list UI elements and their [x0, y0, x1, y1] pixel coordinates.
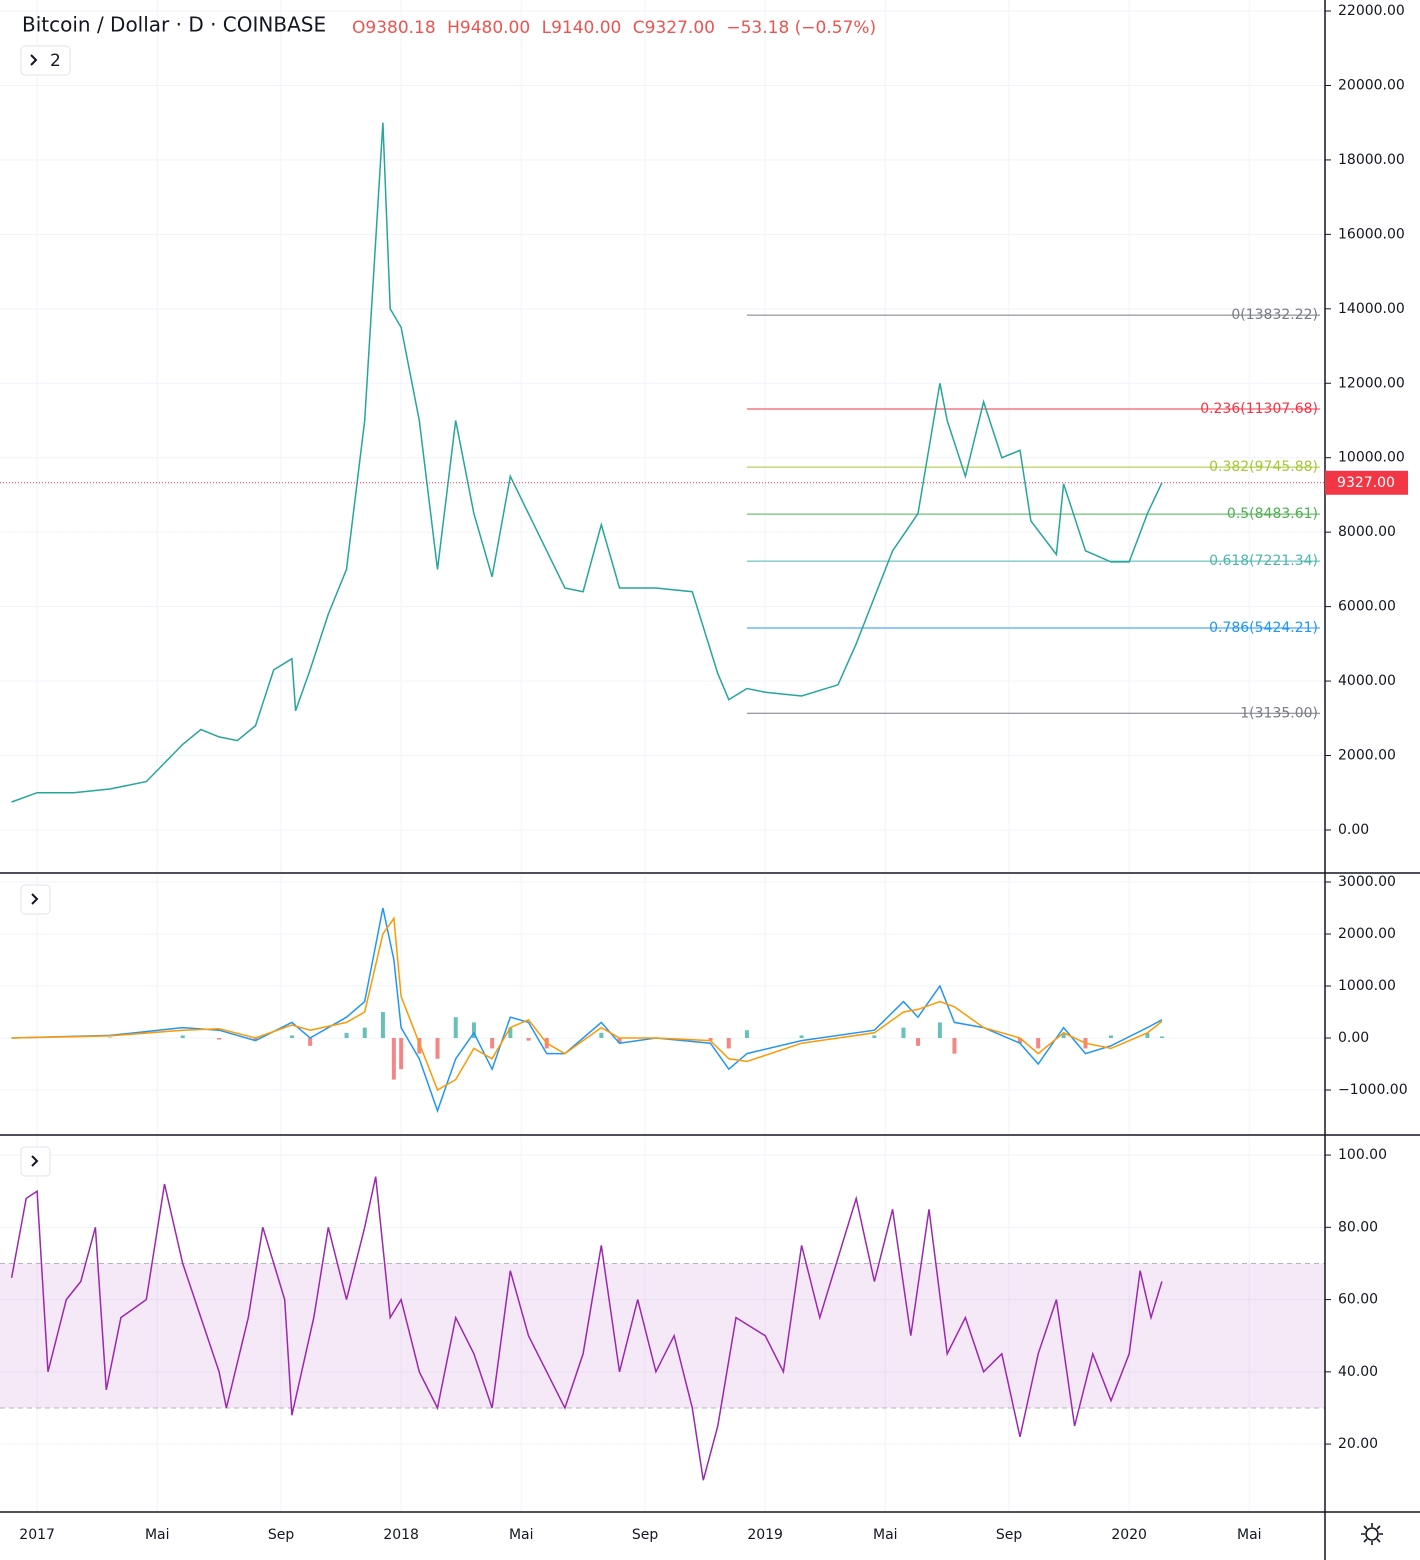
macd-histogram-bar — [901, 1027, 906, 1039]
ohlc: O9380.18 H9480.00 L9140.00 C9327.00 −53.… — [352, 18, 876, 38]
y-tick-label: 10000.00 — [1338, 450, 1405, 466]
indicator-count: 2 — [50, 51, 61, 71]
macd-histogram-bar — [435, 1038, 440, 1059]
macd-histogram-bar — [799, 1035, 804, 1039]
y-tick-label: 18000.00 — [1338, 152, 1405, 168]
macd-histogram-bar — [726, 1038, 731, 1049]
y-tick-label: 6000.00 — [1338, 599, 1396, 615]
macd-histogram-bar — [344, 1032, 349, 1039]
macd-histogram-bar — [490, 1038, 495, 1049]
y-tick-label: 0.00 — [1338, 822, 1369, 838]
fib-label: 0.382(9745.88) — [1209, 459, 1318, 475]
series-line — [11, 122, 1163, 803]
series-line — [10, 1176, 1163, 1481]
grid — [0, 0, 1325, 1512]
macd-histogram-bar — [952, 1038, 957, 1054]
y-tick-label: 40.00 — [1338, 1364, 1378, 1380]
macd-histogram-bar — [744, 1030, 749, 1039]
y-tick-label: 3000.00 — [1338, 874, 1396, 890]
macd-histogram-bar — [417, 1038, 422, 1054]
macd-histogram-bar — [180, 1035, 185, 1039]
macd-histogram-bar — [289, 1035, 294, 1039]
macd-histogram-bar — [1036, 1038, 1041, 1049]
macd-histogram-bar — [1061, 1032, 1066, 1039]
y-tick-label: 20.00 — [1338, 1436, 1378, 1452]
last-price-tag — [1325, 470, 1408, 495]
y-tick-label: 14000.00 — [1338, 301, 1405, 317]
macd-histogram-bar — [916, 1038, 921, 1046]
last-price-label: 9327.00 — [1337, 475, 1395, 491]
x-tick-label: Mai — [145, 1527, 170, 1543]
fib-label: 0.236(11307.68) — [1200, 401, 1318, 417]
low: L9140.00 — [542, 18, 622, 38]
macd-histogram-bar — [1145, 1032, 1150, 1039]
y-tick-label: 20000.00 — [1338, 77, 1405, 93]
macd-histogram-bar — [708, 1038, 713, 1041]
macd-histogram-bar — [453, 1017, 458, 1039]
y-tick-label: 100.00 — [1338, 1147, 1387, 1163]
settings-button[interactable] — [1361, 1523, 1383, 1545]
macd-histogram-bar — [1017, 1038, 1022, 1044]
rsi-band — [0, 1263, 1325, 1408]
x-tick-label: 2019 — [747, 1527, 783, 1543]
fib-label: 0.618(7221.34) — [1209, 553, 1318, 569]
macd-histogram-bar — [508, 1027, 513, 1039]
macd-histogram-bar — [217, 1038, 222, 1040]
macd-histogram-bar — [107, 1037, 112, 1039]
macd-histogram-bar — [1108, 1035, 1113, 1039]
x-tick-label: Sep — [268, 1527, 295, 1543]
fib-label: 0(13832.22) — [1231, 307, 1318, 323]
y-tick-label: 2000.00 — [1338, 748, 1396, 764]
x-tick-label: Sep — [632, 1527, 659, 1543]
y-tick-label: 16000.00 — [1338, 226, 1405, 242]
high: H9480.00 — [447, 18, 530, 38]
macd-histogram-bar — [362, 1027, 367, 1039]
y-tick-label: 80.00 — [1338, 1219, 1378, 1235]
x-tick-label: 2018 — [383, 1527, 419, 1543]
change: −53.18 (−0.57%) — [726, 18, 876, 38]
macd-histogram-bar — [599, 1032, 604, 1039]
y-tick-label: 0.00 — [1338, 1030, 1369, 1046]
indicator-toggle[interactable]: 2 — [20, 45, 71, 76]
plot: 0(13832.22) 0.236(11307.68) 0.382(9745.88)… — [0, 122, 1325, 1481]
y-tick-label: −1000.00 — [1338, 1082, 1408, 1098]
macd-toggle[interactable] — [20, 884, 51, 915]
fib-label: 1(3135.00) — [1240, 705, 1318, 721]
y-tick-label: 2000.00 — [1338, 926, 1396, 942]
macd-histogram-bar — [308, 1038, 313, 1046]
symbol-title: Bitcoin / Dollar · D · COINBASE — [22, 13, 326, 37]
fib-label: 0.786(5424.21) — [1209, 620, 1318, 636]
y-tick-label: 60.00 — [1338, 1292, 1378, 1308]
y-tick-label: 4000.00 — [1338, 673, 1396, 689]
y-tick-label: 1000.00 — [1338, 978, 1396, 994]
macd-histogram-bar — [253, 1038, 258, 1041]
open: O9380.18 — [352, 18, 436, 38]
close: C9327.00 — [633, 18, 715, 38]
rsi-toggle[interactable] — [20, 1146, 51, 1177]
macd-histogram-bar — [471, 1022, 476, 1039]
y-tick-label: 8000.00 — [1338, 524, 1396, 540]
macd-histogram-bar — [1159, 1036, 1164, 1039]
x-tick-label: Sep — [996, 1527, 1023, 1543]
fib-label: 0.5(8483.61) — [1227, 506, 1318, 522]
macd-histogram-bar — [380, 1012, 385, 1039]
x-tick-label: 2020 — [1111, 1527, 1147, 1543]
y-tick-label: 12000.00 — [1338, 375, 1405, 391]
macd-histogram-bar — [526, 1038, 531, 1041]
x-tick-label: Mai — [1237, 1527, 1262, 1543]
macd-histogram-bar — [872, 1035, 877, 1039]
y-tick-label: 22000.00 — [1338, 3, 1405, 19]
x-tick-label: Mai — [509, 1527, 534, 1543]
macd-histogram-bar — [937, 1022, 942, 1039]
x-tick-label: 2017 — [19, 1527, 55, 1543]
x-tick-label: Mai — [873, 1527, 898, 1543]
macd-histogram-bar — [399, 1038, 404, 1070]
series-line — [11, 916, 1163, 1092]
macd-histogram-bar — [391, 1038, 396, 1080]
macd-histogram-bar — [617, 1038, 622, 1044]
